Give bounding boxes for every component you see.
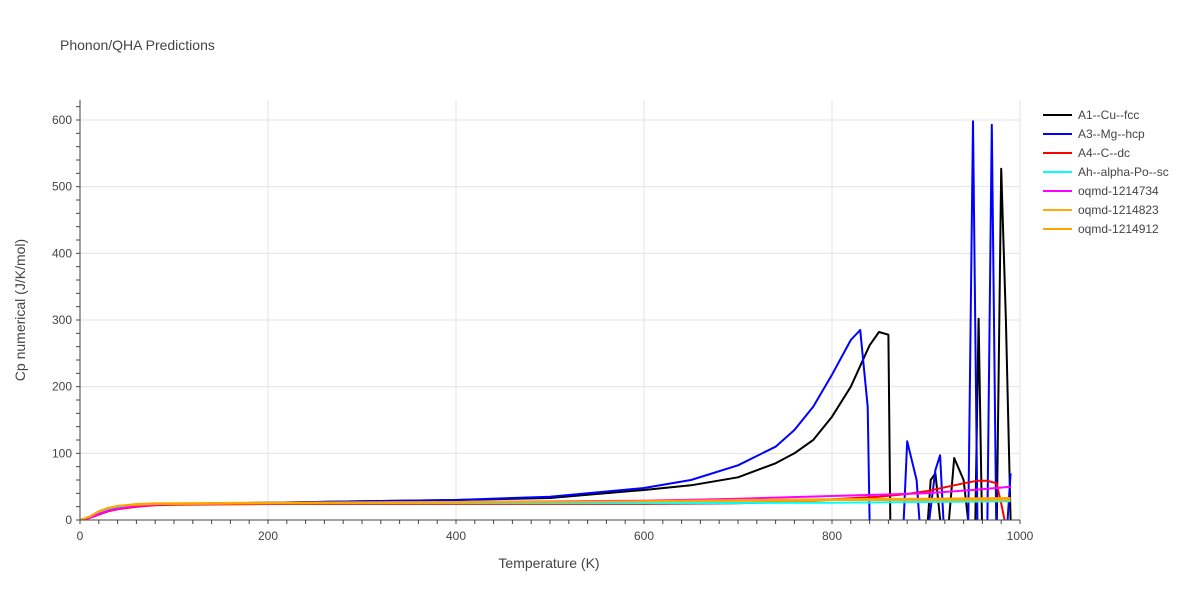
y-tick-label: 0 <box>65 513 72 527</box>
series-layer <box>80 120 1012 520</box>
x-tick-label: 1000 <box>1007 529 1034 543</box>
legend: A1--Cu--fcc A3--Mg--hcp A4--C--dc Ah--alpha… <box>1043 108 1169 236</box>
x-tick-label: 200 <box>258 529 278 543</box>
grid <box>80 100 1021 520</box>
legend-label: oqmd-1214734 <box>1078 184 1159 198</box>
legend-label: A1--Cu--fcc <box>1078 108 1139 122</box>
series-line-1 <box>80 167 1012 520</box>
x-tick-label: 800 <box>822 529 842 543</box>
y-tick-label: 100 <box>52 446 72 460</box>
y-axis-title: Cp numerical (J/K/mol) <box>12 239 28 381</box>
legend-label: A4--C--dc <box>1078 146 1130 160</box>
y-tick-label: 300 <box>52 313 72 327</box>
x-axis-title: Temperature (K) <box>498 555 599 571</box>
axes <box>76 100 1021 524</box>
y-tick-label: 500 <box>52 180 72 194</box>
y-tick-label: 200 <box>52 380 72 394</box>
legend-label: A3--Mg--hcp <box>1078 127 1145 141</box>
legend-label: Ah--alpha-Po--sc <box>1078 165 1169 179</box>
y-tick-label: 600 <box>52 113 72 127</box>
x-tick-label: 400 <box>446 529 466 543</box>
y-tick-label: 400 <box>52 246 72 260</box>
y-axis-ticks: 0 100 200 300 400 500 600 <box>52 113 72 527</box>
legend-label: oqmd-1214912 <box>1078 222 1159 236</box>
series-line-2 <box>80 120 1012 520</box>
legend-label: oqmd-1214823 <box>1078 203 1159 217</box>
x-tick-label: 600 <box>634 529 654 543</box>
x-tick-label: 0 <box>77 529 84 543</box>
chart-title: Phonon/QHA Predictions <box>60 37 215 53</box>
series-line-7 <box>80 497 1011 520</box>
x-axis-ticks: 0 200 400 600 800 1000 <box>77 529 1034 543</box>
